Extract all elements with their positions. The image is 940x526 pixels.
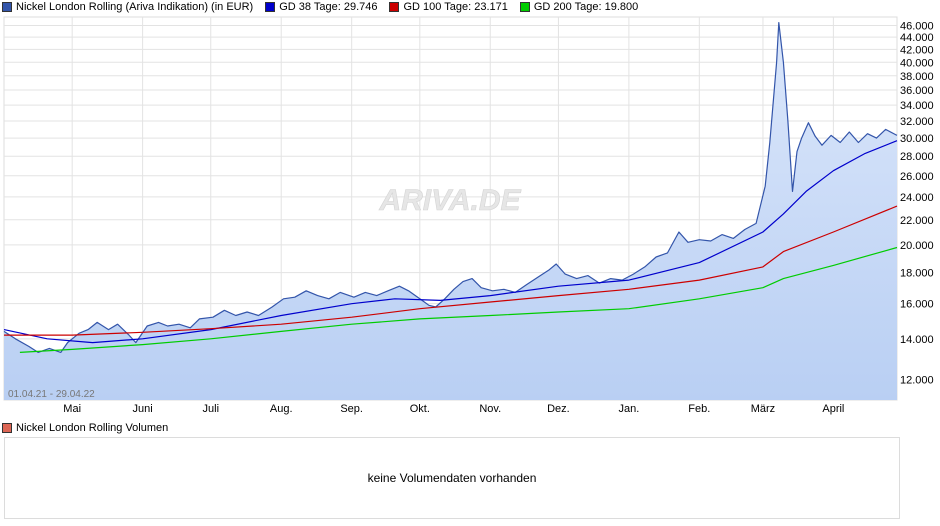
date-range-label: 01.04.21 - 29.04.22: [8, 389, 95, 400]
x-tick-label: April: [822, 403, 844, 415]
legend-item-price: Nickel London Rolling (Ariva Indikation)…: [2, 1, 253, 13]
legend-item-gd38: GD 38 Tage: 29.746: [265, 1, 377, 13]
series-gd100-line: [4, 205, 898, 336]
y-tick-label: 16.000: [900, 299, 934, 311]
legend-label: GD 200 Tage: 19.800: [533, 1, 639, 13]
x-tick-label: Mai: [63, 403, 81, 415]
y-tick-label: 26.000: [900, 171, 934, 183]
x-tick-label: März: [751, 403, 775, 415]
x-tick-label: Dez.: [547, 403, 570, 415]
legend-swatch: [389, 2, 400, 12]
y-tick-label: 44.000: [900, 32, 934, 44]
legend-swatch: [2, 2, 12, 12]
legend-label: Nickel London Rolling (Ariva Indikation)…: [16, 1, 254, 13]
y-tick-label: 18.000: [900, 268, 934, 280]
y-tick-label: 40.000: [900, 57, 934, 69]
y-tick-label: 46.000: [900, 20, 934, 32]
y-tick-label: 28.000: [900, 151, 934, 163]
price-chart: ARIVA.DE 12.000 14.000 16.000 18.000 20.000 2…: [3, 16, 934, 415]
legend-swatch: [265, 2, 276, 12]
x-tick-label: Jan.: [618, 403, 639, 415]
volume-legend: Nickel London Rolling Volumen: [2, 421, 168, 435]
series-gd38-line: [3, 140, 898, 344]
series-price-line: [3, 22, 898, 353]
x-tick-label: Nov.: [479, 403, 501, 415]
y-tick-label: 12.000: [900, 374, 934, 386]
y-tick-label: 24.000: [900, 192, 934, 204]
watermark: ARIVA.DE: [378, 184, 521, 217]
y-tick-label: 20.000: [900, 240, 934, 252]
legend-swatch: [2, 423, 12, 433]
x-tick-label: Juni: [133, 403, 153, 415]
series-price-area: [4, 22, 897, 400]
x-tick-label: Feb.: [688, 403, 710, 415]
y-axis: 12.000 14.000 16.000 18.000 20.000 22.000 24.0…: [900, 20, 934, 386]
y-tick-label: 38.000: [900, 71, 934, 83]
y-tick-label: 42.000: [900, 44, 934, 56]
legend-label: GD 38 Tage: 29.746: [279, 1, 378, 13]
y-tick-label: 32.000: [900, 116, 934, 128]
y-tick-label: 36.000: [900, 85, 934, 97]
legend-item-gd200: GD 200 Tage: 19.800: [519, 1, 639, 13]
volume-panel: keine Volumendaten vorhanden: [4, 437, 900, 519]
y-tick-label: 22.000: [900, 215, 934, 227]
x-tick-label: Aug.: [270, 403, 293, 415]
y-tick-label: 14.000: [900, 334, 934, 346]
series-gd200-line: [19, 246, 898, 353]
x-tick-label: Sep.: [340, 403, 363, 415]
x-axis: Mai Juni Juli Aug. Sep. Okt. Nov. Dez. Jan. Feb. M…: [63, 403, 844, 415]
volume-empty-message: keine Volumendaten vorhanden: [367, 471, 537, 485]
legend-swatch: [519, 2, 530, 12]
price-area: [4, 22, 897, 400]
chart-legend: Nickel London Rolling (Ariva Indikation)…: [2, 0, 650, 14]
x-tick-label: Okt.: [410, 403, 430, 415]
volume-legend-label: Nickel London Rolling Volumen: [16, 422, 169, 434]
legend-label: GD 100 Tage: 23.171: [403, 1, 508, 13]
legend-item-gd100: GD 100 Tage: 23.171: [389, 1, 508, 13]
x-tick-label: Juli: [203, 403, 220, 415]
y-tick-label: 30.000: [900, 133, 934, 145]
y-tick-label: 34.000: [900, 100, 934, 112]
series-lines: [3, 22, 898, 353]
